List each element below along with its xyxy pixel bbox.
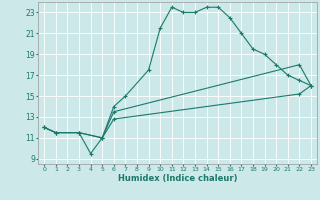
X-axis label: Humidex (Indice chaleur): Humidex (Indice chaleur)	[118, 174, 237, 183]
